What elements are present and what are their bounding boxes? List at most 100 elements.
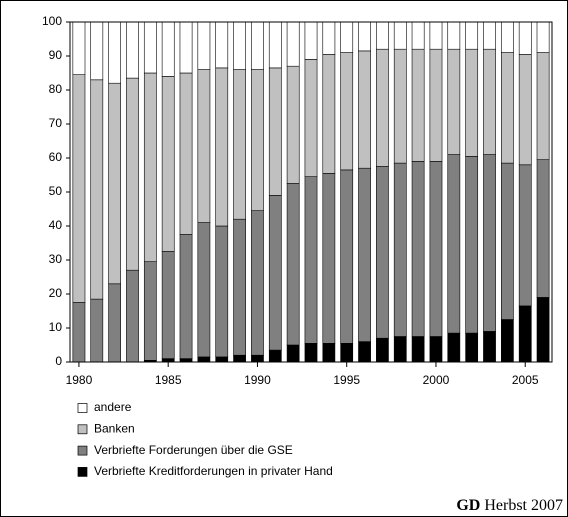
bar-segment xyxy=(340,342,354,363)
bar-segment xyxy=(233,354,246,363)
y-tick-label: 50 xyxy=(49,184,63,198)
bar-segment xyxy=(179,72,193,235)
bar-segment xyxy=(161,358,175,363)
legend-swatch xyxy=(77,445,88,456)
bar-segment xyxy=(197,222,211,358)
bar-segment xyxy=(429,21,443,50)
bar-segment xyxy=(72,74,86,303)
bar-segment xyxy=(518,21,532,55)
bar-segment xyxy=(411,48,425,162)
bar-segment xyxy=(483,154,496,332)
bar-segment xyxy=(376,337,389,363)
bar-segment xyxy=(447,154,461,334)
bar-segment xyxy=(465,156,479,334)
legend-label: andere xyxy=(94,400,132,414)
y-tick-label: 0 xyxy=(55,354,62,368)
bar-segment xyxy=(268,21,282,69)
x-tick-label: 1980 xyxy=(66,373,93,387)
bar-segment xyxy=(393,336,407,363)
legend-swatch xyxy=(77,403,88,413)
bar-segment xyxy=(161,251,175,359)
bar-segment xyxy=(126,21,139,79)
bar-segment xyxy=(197,356,211,363)
bar-segment xyxy=(251,21,264,70)
legend-label: Verbriefte Forderungen über die GSE xyxy=(94,443,293,457)
bar-segment xyxy=(465,48,479,157)
x-tick-label: 2000 xyxy=(423,373,450,387)
bar-segment xyxy=(358,341,371,363)
bar-segment xyxy=(268,67,282,196)
bar-segment xyxy=(143,261,157,361)
bar-segment xyxy=(536,21,550,53)
bar-segment xyxy=(161,76,175,252)
bar-segment xyxy=(143,21,157,74)
bar-segment xyxy=(483,48,496,155)
bar-segment xyxy=(447,332,461,363)
legend-swatch xyxy=(77,467,88,477)
bar-segment xyxy=(251,210,264,356)
bar-segment xyxy=(393,48,407,164)
bar-segment xyxy=(304,59,318,178)
bar-segment xyxy=(197,69,211,223)
bar-segment xyxy=(215,67,229,227)
bar-segment xyxy=(179,234,193,359)
bar-segment xyxy=(536,52,550,160)
bar-segment xyxy=(304,176,318,344)
source-text: Herbst 2007 xyxy=(484,497,563,514)
bar-segment xyxy=(108,82,121,285)
bar-segment xyxy=(90,79,104,300)
bar-segment xyxy=(447,21,461,50)
x-tick-label: 1995 xyxy=(333,373,360,387)
source-bold: GD xyxy=(456,497,480,514)
bar-segment xyxy=(233,218,246,356)
bar-segment xyxy=(358,167,371,342)
bar-segment xyxy=(340,169,354,344)
bar-segment xyxy=(72,302,86,363)
bar-segment xyxy=(215,21,229,69)
y-tick-label: 10 xyxy=(49,320,63,334)
legend-label: Banken xyxy=(94,421,135,435)
bar-segment xyxy=(340,52,354,171)
bar-segment xyxy=(536,297,550,363)
bar-segment xyxy=(304,21,318,60)
x-tick-label: 1990 xyxy=(244,373,271,387)
bar-segment xyxy=(411,161,425,337)
bar-segment xyxy=(322,342,336,363)
bar-segment xyxy=(376,21,389,50)
y-tick-label: 100 xyxy=(42,14,62,28)
bar-segment xyxy=(251,354,264,363)
bar-segment xyxy=(501,319,514,363)
bar-segment xyxy=(304,342,318,363)
bar-segment xyxy=(501,52,514,164)
bar-segment xyxy=(501,21,514,53)
bar-segment xyxy=(90,21,104,81)
y-tick-label: 30 xyxy=(49,252,63,266)
bar-segment xyxy=(376,48,389,167)
bar-segment xyxy=(518,305,532,363)
y-tick-label: 70 xyxy=(49,116,63,130)
bar-segment xyxy=(322,173,336,344)
bar-segment xyxy=(340,21,354,53)
bar-segment xyxy=(465,332,479,363)
bar-segment xyxy=(179,358,193,363)
bar-segment xyxy=(286,183,300,346)
bar-segment xyxy=(429,48,443,162)
source: GD Herbst 2007 xyxy=(456,497,563,514)
legend-swatch xyxy=(77,424,88,435)
bar-segment xyxy=(90,298,104,363)
bar-segment xyxy=(465,21,479,50)
bar-segment xyxy=(429,161,443,337)
bar-segment xyxy=(501,162,514,320)
x-tick-label: 2005 xyxy=(512,373,539,387)
bar-segment xyxy=(411,21,425,50)
bar-segment xyxy=(322,21,336,55)
bar-segment xyxy=(286,344,300,363)
bar-segment xyxy=(215,356,229,363)
bar-segment xyxy=(447,48,461,155)
bar-segment xyxy=(143,72,157,262)
bar-segment xyxy=(108,283,121,363)
y-tick-label: 90 xyxy=(49,48,63,62)
bar-segment xyxy=(483,331,496,363)
